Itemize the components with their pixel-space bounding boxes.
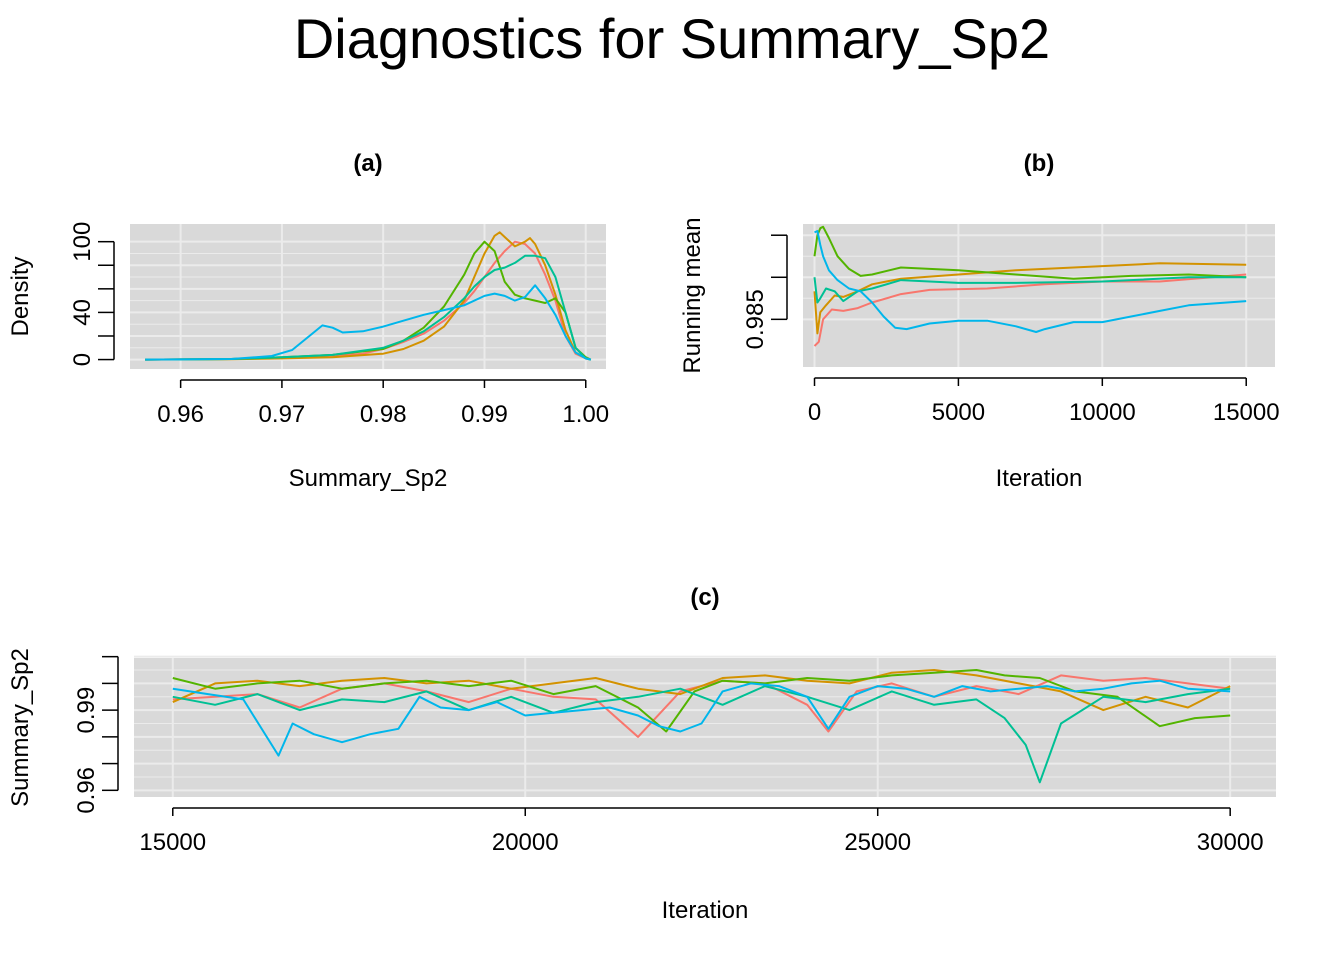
y-axis-label: Running mean bbox=[679, 217, 706, 373]
x-tick-label: 1.00 bbox=[562, 401, 609, 428]
figure-title: Diagnostics for Summary_Sp2 bbox=[294, 7, 1050, 70]
x-tick-label: 10000 bbox=[1069, 399, 1136, 426]
x-axis-label: Iteration bbox=[662, 897, 749, 924]
x-tick-label: 5000 bbox=[932, 399, 985, 426]
y-tick-label: 100 bbox=[69, 222, 96, 262]
plot-panel-background bbox=[130, 224, 606, 369]
x-tick-label: 25000 bbox=[844, 829, 911, 856]
series-line-chain-2 bbox=[172, 669, 1231, 712]
panel-c-trace: 15000 20000 25000 30000 0.96 0.99 (c) Iteration… bbox=[7, 584, 1276, 924]
y-tick-label: 0.96 bbox=[73, 767, 100, 814]
x-tick-label: 15000 bbox=[1213, 399, 1280, 426]
series-line-chain-2 bbox=[813, 262, 1247, 335]
x-axis-label: Summary_Sp2 bbox=[289, 465, 448, 492]
panel-title: (b) bbox=[1024, 150, 1055, 177]
y-tick-label: 40 bbox=[69, 299, 96, 326]
y-tick-label: 0.985 bbox=[742, 289, 769, 349]
series-line-chain-5 bbox=[814, 230, 1247, 333]
x-tick-label: 0 bbox=[808, 399, 821, 426]
series-line-chain-4 bbox=[145, 254, 592, 361]
series-line-chain-3 bbox=[813, 225, 1247, 280]
y-tick-label: 0.99 bbox=[73, 687, 100, 734]
x-tick-label: 0.99 bbox=[461, 401, 508, 428]
y-tick-label: 0 bbox=[69, 353, 96, 366]
series-line-chain-4 bbox=[813, 276, 1247, 304]
x-tick-label: 15000 bbox=[139, 829, 206, 856]
plot-panel-background bbox=[134, 658, 1276, 797]
series-line-chain-5 bbox=[145, 284, 592, 361]
plot-panel-background bbox=[803, 224, 1275, 367]
x-axis-label: Iteration bbox=[996, 465, 1083, 492]
x-tick-label: 0.96 bbox=[157, 401, 204, 428]
panel-b-running-mean: 0 5000 10000 15000 0.985 (b) Iteration Running … bbox=[679, 150, 1280, 492]
x-tick-label: 0.98 bbox=[360, 401, 407, 428]
x-tick-label: 30000 bbox=[1197, 829, 1264, 856]
x-tick-label: 0.97 bbox=[259, 401, 306, 428]
series-line-chain-4 bbox=[172, 685, 1231, 784]
x-tick-label: 20000 bbox=[492, 829, 559, 856]
series-line-chain-5 bbox=[172, 679, 1231, 757]
y-axis-label: Density bbox=[7, 256, 34, 336]
panel-title: (a) bbox=[353, 150, 382, 177]
series-line-chain-3 bbox=[172, 669, 1231, 733]
panel-a-density: 0.96 0.97 0.98 0.99 1.00 0 40 100 (a) Summary_Sp2… bbox=[7, 150, 609, 492]
y-axis-label: Summary_Sp2 bbox=[7, 648, 34, 807]
panel-title: (c) bbox=[690, 584, 719, 611]
